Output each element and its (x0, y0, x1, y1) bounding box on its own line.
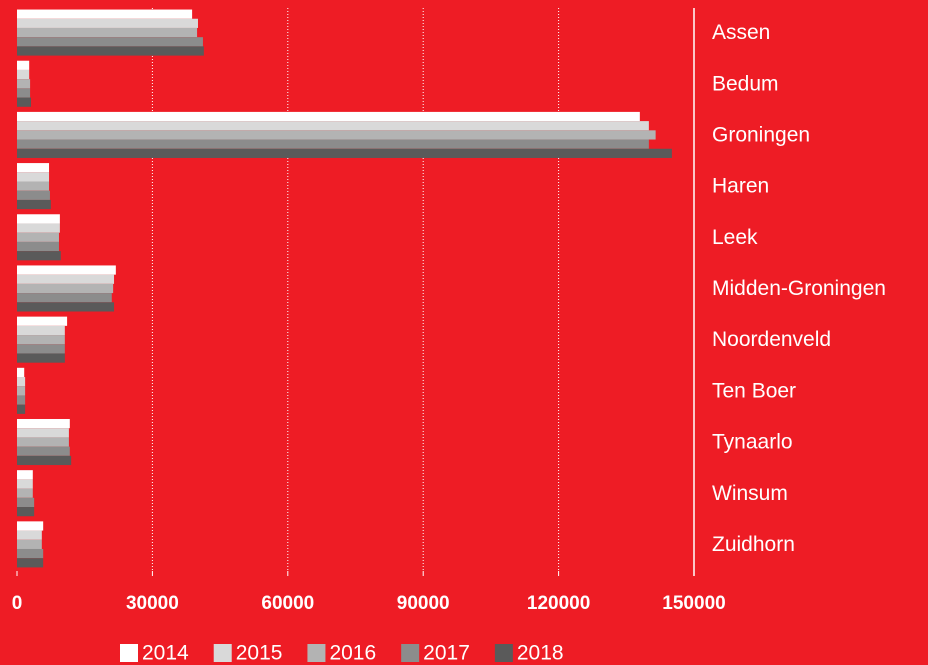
bar (17, 139, 649, 149)
bar (17, 488, 33, 498)
bar (17, 455, 72, 466)
legend-label: 2018 (517, 642, 564, 665)
category-label: Noordenveld (712, 328, 831, 351)
bar (17, 470, 33, 480)
x-tick-label: 0 (12, 593, 23, 614)
bar (17, 344, 65, 354)
bar (17, 325, 65, 336)
bar (17, 27, 198, 38)
bar (17, 172, 50, 182)
x-tick-label: 120000 (527, 593, 590, 614)
bar (17, 497, 35, 508)
x-tick-label: 60000 (261, 593, 314, 614)
bar (17, 251, 61, 261)
legend-swatch (401, 644, 420, 662)
legend-label: 2014 (142, 642, 189, 665)
bar (17, 88, 31, 98)
bar (17, 539, 42, 549)
bar (17, 395, 26, 405)
legend-label: 2017 (423, 642, 470, 665)
bar (17, 37, 203, 47)
category-label: Tynaarlo (712, 431, 793, 454)
bar (17, 241, 59, 252)
bar (17, 46, 204, 56)
category-label: Bedum (712, 72, 779, 95)
legend-swatch (494, 644, 513, 662)
bar (17, 223, 60, 233)
bar (17, 18, 198, 28)
bar (17, 181, 50, 191)
bar (17, 335, 65, 345)
bar (17, 428, 69, 438)
category-label: Assen (712, 21, 770, 44)
bar (17, 293, 112, 303)
category-label: Midden-Groningen (712, 277, 886, 300)
category-label: Zuidhorn (712, 533, 795, 556)
bar (17, 199, 51, 210)
bar (17, 316, 68, 326)
bar (17, 530, 42, 540)
bar (17, 283, 114, 294)
bar (17, 214, 60, 224)
bar (17, 386, 26, 396)
bar (17, 479, 33, 489)
bar (17, 521, 44, 531)
legend-swatch (120, 644, 138, 662)
bar (17, 60, 30, 70)
bar (17, 97, 31, 107)
bar (17, 367, 25, 378)
bar (17, 558, 44, 568)
bar (17, 111, 640, 122)
bar (17, 353, 65, 363)
bar (17, 9, 193, 19)
bar (17, 274, 115, 284)
bar (17, 418, 70, 429)
bar (17, 507, 35, 517)
legend-label: 2016 (329, 642, 376, 665)
category-label: Winsum (712, 482, 788, 505)
category-label: Ten Boer (712, 379, 796, 402)
bar (17, 232, 59, 242)
legend-label: 2015 (236, 642, 283, 665)
bar (17, 130, 656, 140)
bar (17, 79, 31, 89)
legend-swatch (213, 644, 232, 662)
bar (17, 121, 649, 131)
bar (17, 446, 70, 456)
bar (17, 437, 69, 447)
bar (17, 377, 26, 387)
bar (17, 302, 115, 312)
category-label: Groningen (712, 124, 810, 147)
x-tick-label: 90000 (397, 593, 450, 614)
legend-swatch (307, 644, 326, 662)
bar (17, 404, 26, 414)
x-tick-label: 150000 (662, 593, 725, 614)
x-tick-label: 30000 (126, 593, 179, 614)
bar (17, 548, 44, 559)
category-label: Leek (712, 226, 758, 249)
category-label: Haren (712, 175, 769, 198)
bar (17, 190, 50, 200)
bar (17, 69, 30, 80)
bar (17, 265, 116, 275)
bar (17, 163, 50, 173)
bar (17, 148, 672, 158)
